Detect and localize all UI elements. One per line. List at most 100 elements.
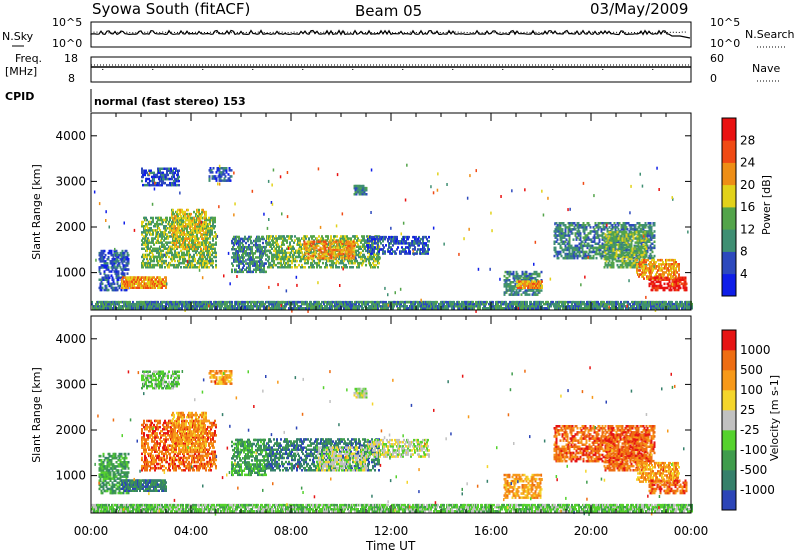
data-cell <box>213 235 215 238</box>
data-cell <box>215 241 217 244</box>
data-cell <box>585 226 588 229</box>
data-cell <box>161 235 163 238</box>
data-cell <box>168 255 170 259</box>
data-cell <box>212 251 214 255</box>
data-cell <box>146 241 148 244</box>
data-cell <box>215 177 218 180</box>
data-cell <box>212 167 215 170</box>
data-cell <box>158 227 160 230</box>
data-cell <box>120 260 123 263</box>
data-cell <box>307 248 310 252</box>
nave-marker: ˙ <box>350 67 356 80</box>
data-cell <box>242 243 244 247</box>
data-cell <box>113 260 116 263</box>
data-cell <box>108 270 111 273</box>
data-cell <box>123 272 126 275</box>
data-cell <box>182 218 184 222</box>
data-cell <box>128 278 130 281</box>
data-cell <box>161 245 163 248</box>
data-cell <box>178 231 180 234</box>
data-cell <box>199 245 201 248</box>
data-cell <box>591 240 594 243</box>
data-cell <box>162 220 164 224</box>
data-cell <box>180 214 182 218</box>
data-cell <box>574 228 577 231</box>
data-cell <box>169 261 171 265</box>
data-cell <box>108 276 111 279</box>
data-cell <box>211 175 214 178</box>
data-cell <box>375 263 377 267</box>
data-cell <box>538 289 541 292</box>
data-cell <box>650 226 653 229</box>
data-cell <box>180 261 182 265</box>
data-cell <box>187 263 189 267</box>
data-cell <box>165 286 167 289</box>
data-cell <box>230 169 233 172</box>
data-cell <box>176 255 178 259</box>
data-cell <box>202 263 204 267</box>
nave-marker: ˙ <box>150 67 156 80</box>
data-cell <box>305 256 308 260</box>
data-cell <box>205 229 207 232</box>
data-cell <box>190 212 192 216</box>
data-cell <box>184 257 186 261</box>
data-cell <box>150 227 152 230</box>
data-cell <box>107 258 110 261</box>
data-cell <box>178 179 180 183</box>
data-cell <box>123 280 125 283</box>
data-cell <box>165 255 167 259</box>
data-cell <box>622 231 625 234</box>
data-cell <box>653 240 656 243</box>
data-cell <box>602 232 605 235</box>
data-cell <box>259 237 261 241</box>
data-cell <box>107 280 110 284</box>
data-cell <box>113 262 116 265</box>
data-cell <box>191 255 193 259</box>
data-cell <box>112 278 115 281</box>
data-cell <box>294 235 296 238</box>
data-cell <box>193 253 195 257</box>
data-cell <box>125 286 127 289</box>
data-cell <box>159 276 161 279</box>
data-cell <box>243 256 245 259</box>
data-cell <box>317 240 320 243</box>
data-cell <box>159 218 161 222</box>
data-cell <box>101 266 104 269</box>
data-cell <box>203 231 205 234</box>
data-cell <box>115 268 118 271</box>
data-cell <box>99 284 102 288</box>
data-cell <box>127 286 129 289</box>
data-cell <box>171 245 173 249</box>
data-cell <box>285 251 287 255</box>
date-title: 03/May/2009 <box>590 0 688 18</box>
data-cell <box>208 175 211 178</box>
data-cell <box>162 255 164 259</box>
data-cell <box>174 251 176 255</box>
data-cell <box>230 175 233 178</box>
power-heatmap <box>91 163 693 313</box>
data-cell <box>364 239 366 242</box>
data-cell <box>653 244 656 248</box>
freq-left-tick-top: 18 <box>64 52 78 65</box>
data-cell <box>608 226 611 229</box>
data-cell <box>166 233 168 236</box>
data-cell <box>136 286 138 289</box>
data-cell <box>150 222 152 226</box>
data-cell <box>194 257 196 261</box>
data-cell <box>153 259 155 263</box>
data-cell <box>103 256 106 259</box>
nave-marker: ˙ <box>300 67 306 80</box>
data-cell <box>176 247 178 250</box>
data-cell <box>164 266 166 269</box>
data-cell <box>304 266 306 269</box>
data-cell <box>192 220 194 224</box>
data-cell <box>409 250 411 253</box>
data-cell <box>141 179 143 183</box>
data-cell <box>227 173 230 176</box>
data-cell <box>174 249 176 253</box>
data-cell <box>199 243 201 247</box>
data-cell <box>196 235 198 238</box>
data-cell <box>115 274 118 277</box>
data-cell <box>598 234 601 237</box>
data-cell <box>188 261 190 265</box>
